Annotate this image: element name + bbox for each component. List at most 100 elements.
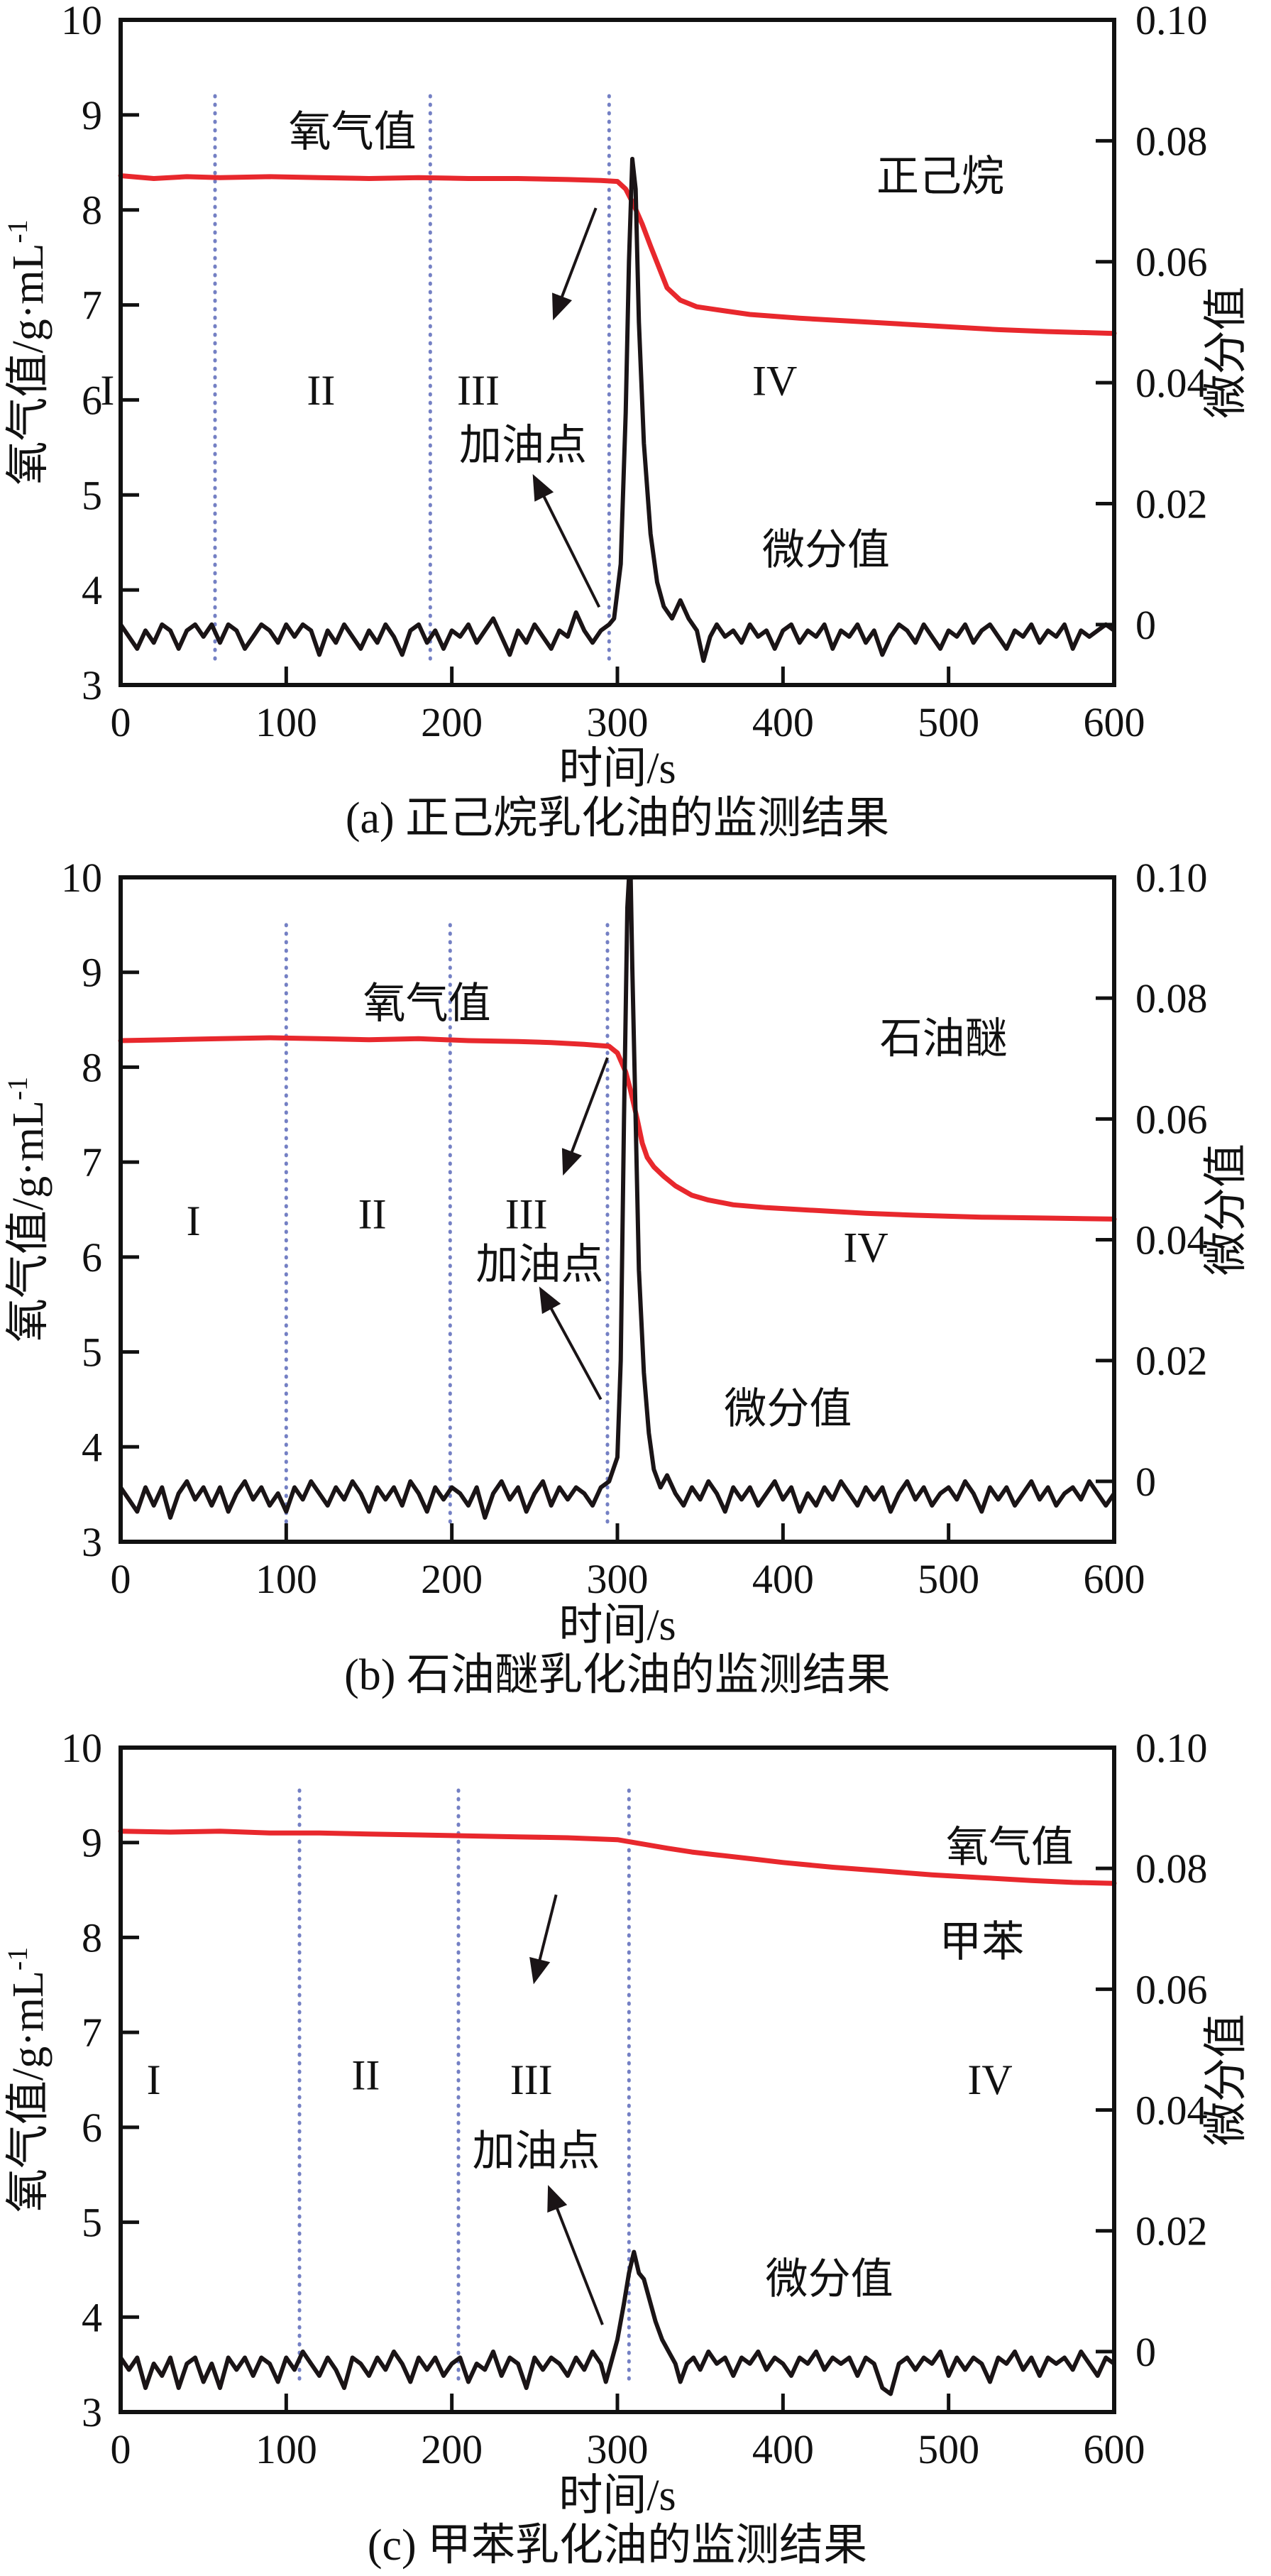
x-tick-label: 0 — [111, 699, 131, 745]
region-label-1: I — [100, 367, 114, 414]
derivative-curve — [119, 156, 1116, 663]
x-tick-label: 500 — [918, 699, 979, 745]
y-left-tick-label: 7 — [82, 2010, 102, 2056]
drop-arrow — [561, 1057, 609, 1176]
x-tick-label: 300 — [587, 2426, 649, 2472]
region-label-2: II — [307, 367, 335, 414]
x-tick-label: 400 — [752, 699, 814, 745]
y-left-tick-label: 7 — [82, 283, 102, 329]
y-right-tick-label: 0.08 — [1135, 1846, 1208, 1892]
derivative-value-label: 微分值 — [766, 2256, 893, 2303]
x-tick-label: 400 — [752, 2426, 814, 2472]
x-tick-label: 300 — [587, 1556, 649, 1602]
region-label-4: IV — [967, 2056, 1012, 2103]
fueling-point-arrow — [547, 2185, 604, 2325]
x-tick-label: 100 — [255, 1556, 317, 1602]
y-left-tick-label: 4 — [82, 567, 102, 613]
y-left-axis-title: 氧气值/g·mL-1 — [1, 1077, 53, 1342]
fueling-point-label: 加油点 — [475, 1242, 603, 1288]
y-right-tick-label: 0.06 — [1135, 1966, 1208, 2012]
fueling-point-arrow — [532, 473, 601, 608]
x-tick-label: 200 — [421, 699, 483, 745]
y-left-axis-title: 氧气值/g·mL-1 — [1, 1947, 53, 2213]
y-left-tick-label: 9 — [82, 92, 102, 138]
region-label-3: III — [505, 1191, 548, 1238]
region-label-2: II — [351, 2051, 380, 2098]
region-label-2: II — [358, 1191, 387, 1238]
oxygen-value-label: 氧气值 — [363, 980, 491, 1027]
x-axis-title: 时间/s — [559, 1601, 676, 1650]
drop-arrow — [552, 207, 598, 321]
drop-arrow — [529, 1894, 558, 1985]
region-label-4: IV — [843, 1224, 888, 1271]
oxygen-curve — [118, 1829, 1117, 1886]
y-right-tick-label: 0.10 — [1135, 0, 1208, 43]
region-label-3: III — [510, 2056, 553, 2103]
x-tick-label: 200 — [421, 1556, 483, 1602]
y-left-tick-label: 8 — [82, 1914, 102, 1961]
y-left-tick-label: 8 — [82, 1044, 102, 1090]
region-label-3: III — [457, 367, 500, 414]
oxygen-value-label: 氧气值 — [946, 1824, 1074, 1870]
fueling-point-arrow — [539, 1286, 603, 1401]
region-label-1: I — [147, 2056, 161, 2103]
x-tick-label: 100 — [255, 2426, 317, 2472]
y-left-tick-label: 8 — [82, 187, 102, 234]
chart-caption: (b) 石油醚乳化油的监测结果 — [344, 1651, 891, 1699]
x-tick-label: 0 — [111, 1556, 131, 1602]
y-right-axis-title: 微分值 — [1202, 1144, 1250, 1276]
x-tick-label: 600 — [1084, 1556, 1145, 1602]
y-right-tick-label: 0.08 — [1135, 975, 1208, 1021]
derivative-value-label: 微分值 — [724, 1386, 852, 1432]
derivative-value-label: 微分值 — [762, 527, 890, 574]
y-left-tick-label: 6 — [82, 377, 102, 423]
fueling-point-label: 加油点 — [459, 422, 587, 469]
y-right-axis-title: 微分值 — [1202, 286, 1250, 418]
y-right-tick-label: 0.06 — [1135, 1096, 1208, 1142]
y-right-axis-title: 微分值 — [1202, 2014, 1250, 2146]
chart-c: 0 100 200 300 400 500 60034567891000.020.040.0… — [1, 1725, 1250, 2570]
y-left-tick-label: 4 — [82, 2294, 102, 2340]
y-right-tick-label: 0.04 — [1135, 2088, 1208, 2134]
oil-name-label: 正己烷 — [876, 153, 1004, 200]
y-right-tick-label: 0.04 — [1135, 360, 1208, 406]
y-left-axis-title: 氧气值/g·mL-1 — [1, 219, 53, 485]
y-right-tick-label: 0.02 — [1135, 481, 1208, 527]
y-left-tick-label: 4 — [82, 1424, 102, 1470]
y-left-tick-label: 3 — [82, 1519, 102, 1565]
derivative-curve — [119, 2249, 1116, 2396]
y-right-tick-label: 0 — [1135, 1459, 1156, 1505]
y-left-tick-label: 7 — [82, 1139, 102, 1185]
oil-name-label: 甲苯 — [939, 1919, 1024, 1966]
y-right-tick-label: 0 — [1135, 2329, 1156, 2375]
y-left-tick-label: 5 — [82, 2200, 102, 2246]
y-right-tick-label: 0.10 — [1135, 1725, 1208, 1771]
x-axis-title: 时间/s — [559, 745, 676, 793]
region-label-4: IV — [752, 358, 797, 405]
x-tick-label: 200 — [421, 2426, 483, 2472]
y-right-tick-label: 0.08 — [1135, 118, 1208, 164]
y-left-tick-label: 9 — [82, 950, 102, 996]
derivative-curve — [119, 875, 1116, 1520]
x-tick-label: 400 — [752, 1556, 814, 1602]
y-right-tick-label: 0.06 — [1135, 239, 1208, 285]
chart-b: 0 100 200 300 400 500 60034567891000.020.040.0… — [1, 855, 1250, 1699]
y-left-tick-label: 6 — [82, 1234, 102, 1281]
oxygen-curve — [118, 1035, 1117, 1222]
x-tick-label: 500 — [918, 2426, 979, 2472]
y-left-tick-label: 5 — [82, 472, 102, 518]
y-left-tick-label: 3 — [82, 2389, 102, 2435]
y-left-tick-label: 9 — [82, 1820, 102, 1866]
x-tick-label: 600 — [1084, 699, 1145, 745]
y-right-tick-label: 0.04 — [1135, 1217, 1208, 1264]
region-label-1: I — [187, 1197, 201, 1244]
x-axis-title: 时间/s — [559, 2472, 676, 2520]
oxygen-value-label: 氧气值 — [289, 109, 417, 155]
y-left-tick-label: 10 — [61, 855, 102, 901]
y-left-tick-label: 3 — [82, 662, 102, 708]
x-tick-label: 600 — [1084, 2426, 1145, 2472]
y-right-tick-label: 0 — [1135, 602, 1156, 648]
x-tick-label: 100 — [255, 699, 317, 745]
y-left-tick-label: 10 — [61, 0, 102, 43]
